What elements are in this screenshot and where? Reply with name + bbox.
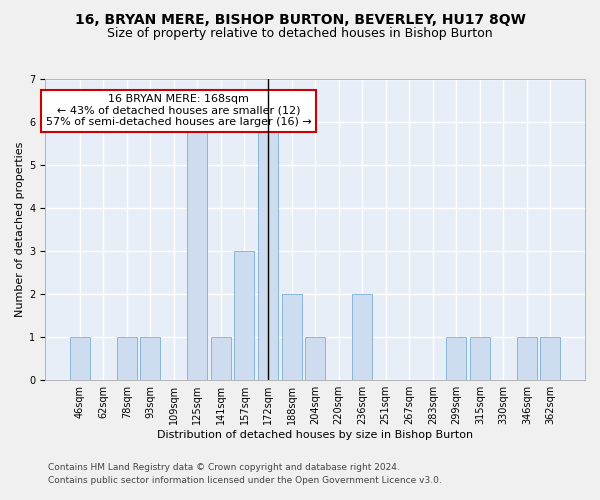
- Bar: [258, 122, 278, 380]
- Bar: [117, 337, 137, 380]
- Y-axis label: Number of detached properties: Number of detached properties: [15, 142, 25, 318]
- Text: Size of property relative to detached houses in Bishop Burton: Size of property relative to detached ho…: [107, 28, 493, 40]
- Bar: [281, 294, 302, 380]
- Bar: [187, 122, 208, 380]
- Bar: [541, 337, 560, 380]
- Text: Contains public sector information licensed under the Open Government Licence v3: Contains public sector information licen…: [48, 476, 442, 485]
- Bar: [517, 337, 537, 380]
- Bar: [211, 337, 231, 380]
- Bar: [235, 251, 254, 380]
- Bar: [305, 337, 325, 380]
- Bar: [470, 337, 490, 380]
- Bar: [446, 337, 466, 380]
- Text: 16, BRYAN MERE, BISHOP BURTON, BEVERLEY, HU17 8QW: 16, BRYAN MERE, BISHOP BURTON, BEVERLEY,…: [74, 12, 526, 26]
- Text: 16 BRYAN MERE: 168sqm
← 43% of detached houses are smaller (12)
57% of semi-deta: 16 BRYAN MERE: 168sqm ← 43% of detached …: [46, 94, 311, 128]
- Bar: [352, 294, 372, 380]
- Bar: [140, 337, 160, 380]
- Bar: [70, 337, 89, 380]
- X-axis label: Distribution of detached houses by size in Bishop Burton: Distribution of detached houses by size …: [157, 430, 473, 440]
- Text: Contains HM Land Registry data © Crown copyright and database right 2024.: Contains HM Land Registry data © Crown c…: [48, 464, 400, 472]
